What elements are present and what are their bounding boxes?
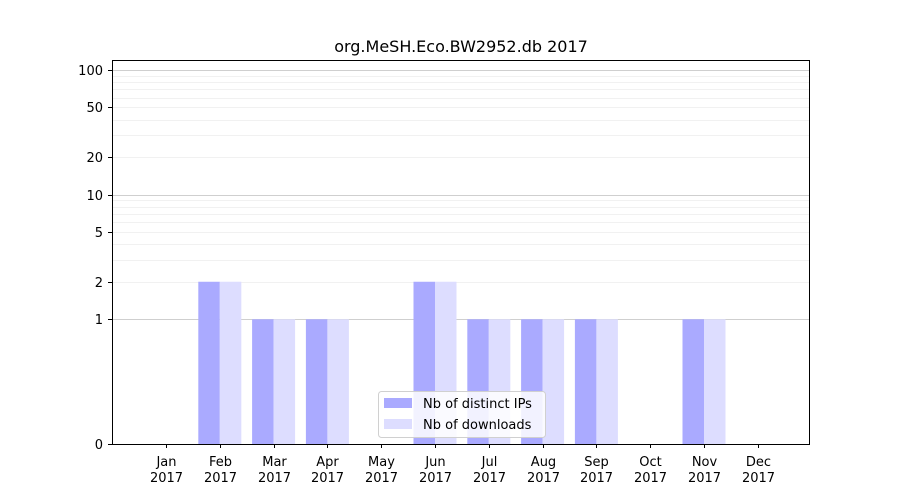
x-tick-label-month: Oct: [639, 455, 661, 470]
x-tick-label-year: 2017: [473, 471, 506, 486]
x-tick-label-month: Jun: [424, 455, 445, 470]
y-tick-label: 5: [95, 226, 103, 241]
y-tick-label: 10: [86, 189, 103, 204]
x-tick-label-month: Aug: [531, 455, 556, 470]
x-tick-label-month: Jul: [481, 455, 498, 470]
y-tick-label: 100: [78, 64, 103, 79]
bar-downloads-sep: [596, 319, 618, 444]
x-tick-label-month: Sep: [584, 455, 609, 470]
y-tick-label: 0: [95, 438, 103, 453]
bar-ips-sep: [574, 319, 597, 444]
legend-swatch: [384, 398, 412, 408]
x-tick-label-month: Dec: [746, 455, 771, 470]
y-tick-label: 2: [95, 276, 103, 291]
bar-downloads-mar: [273, 319, 296, 444]
plot-frame: [112, 60, 810, 445]
x-tick-label-year: 2017: [742, 471, 775, 486]
bar-downloads-aug: [542, 319, 565, 444]
legend-label: Nb of downloads: [423, 418, 532, 433]
x-tick-label-month: Jan: [155, 455, 176, 470]
x-tick-label-year: 2017: [527, 471, 560, 486]
x-tick-label-year: 2017: [150, 471, 183, 486]
x-tick-label-year: 2017: [688, 471, 721, 486]
y-tick-label: 50: [86, 101, 103, 116]
x-tick-label-month: Feb: [209, 455, 232, 470]
x-tick-label-year: 2017: [365, 471, 398, 486]
x-tick-label-month: May: [368, 455, 395, 470]
bar-downloads-apr: [327, 319, 349, 444]
bar-ips-feb: [198, 281, 220, 444]
legend: Nb of distinct IPs Nb of downloads: [378, 391, 546, 438]
legend-box: [378, 391, 546, 438]
y-axis: 0 1 2 5 10 20 50 100: [78, 64, 112, 453]
x-tick-label-month: Nov: [692, 455, 718, 470]
bar-ips-apr: [305, 319, 328, 444]
y-tick-label: 20: [86, 151, 103, 166]
x-axis: Jan2017Feb2017Mar2017Apr2017May2017Jun20…: [150, 444, 775, 486]
x-tick-label-year: 2017: [634, 471, 667, 486]
legend-label: Nb of distinct IPs: [423, 397, 532, 412]
bar-downloads-feb: [219, 281, 242, 444]
bar-ips-mar: [252, 319, 274, 444]
grid-lines: [112, 70, 809, 320]
chart-title: org.MeSH.Eco.BW2952.db 2017: [334, 37, 588, 56]
x-tick-label-year: 2017: [311, 471, 344, 486]
legend-swatch: [384, 419, 412, 429]
x-tick-label-month: Apr: [316, 455, 339, 470]
x-tick-label-month: Mar: [262, 455, 287, 470]
x-tick-label-year: 2017: [580, 471, 613, 486]
x-tick-label-year: 2017: [419, 471, 452, 486]
bar-ips-nov: [682, 319, 704, 444]
y-tick-label: 1: [95, 313, 103, 328]
x-tick-label-year: 2017: [258, 471, 291, 486]
x-tick-label-year: 2017: [204, 471, 237, 486]
bar-downloads-nov: [704, 319, 726, 444]
